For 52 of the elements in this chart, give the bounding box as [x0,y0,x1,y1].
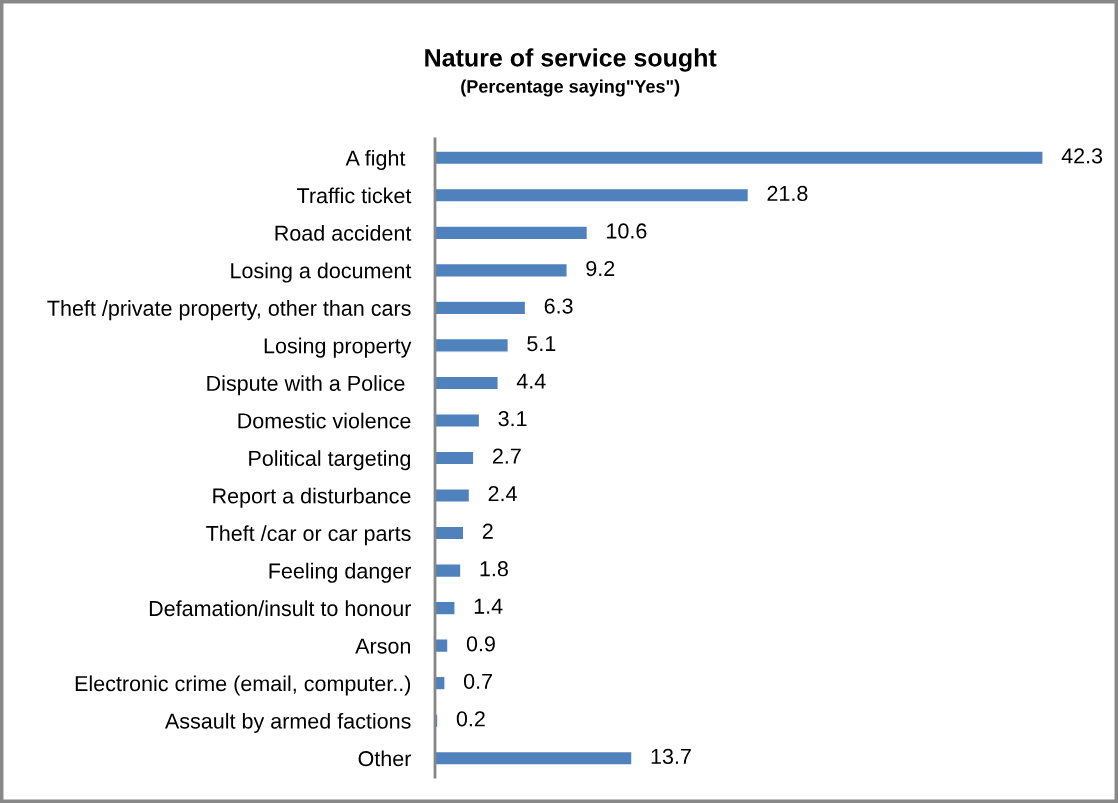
chart-subtitle: (Percentage saying"Yes") [461,79,680,97]
y-tick-label: Political targeting [249,450,411,471]
bar [435,563,462,579]
data-label: 3.1 [498,411,527,427]
y-tick-label: Other [358,750,412,767]
bar [435,600,456,616]
data-label: 21.8 [767,185,808,202]
data-label: 0.9 [466,636,495,652]
y-tick-label: Losing property [264,337,412,358]
y-tick-label: Electronic crime (email, computer..) [75,675,411,696]
y-tick-label: Arson [355,638,410,654]
bar [435,675,446,691]
y-tick-label: Losing a document [231,262,412,283]
data-label: 5.1 [527,336,556,352]
data-label: 2.7 [492,448,521,464]
y-tick-label: Feeling danger [269,562,412,583]
data-label: 1.8 [480,561,508,577]
data-label: 4.4 [516,373,546,389]
y-tick-label: Theft /car or car parts [206,525,411,546]
y-tick-label: Dispute with a Police [207,375,405,396]
y-tick-label: Defamation/insult to honour [149,600,412,617]
data-label: 6.3 [544,298,573,314]
chart-title: Nature of service sought [425,48,717,72]
bar [435,413,481,428]
y-tick-label: Assault by armed factions [164,712,411,733]
bar [435,750,633,766]
data-label: 9.2 [586,260,615,277]
bar [435,450,475,466]
bar [435,187,750,203]
data-label: 2 [482,523,493,539]
bar [435,337,510,353]
bar [435,225,589,241]
data-label: 0.2 [456,711,485,727]
y-tick-label: Traffic ticket [297,187,412,204]
data-label: 1.4 [474,598,503,614]
bar [435,638,449,654]
y-tick-label: Road accident [275,225,412,241]
y-tick-label: Theft /private property, other than cars [47,300,411,321]
data-label: 0.7 [463,673,492,689]
bar [435,300,527,316]
data-label: 2.4 [488,486,517,502]
data-label: 13.7 [651,748,691,765]
bar [435,525,465,541]
y-tick-label: A fight [345,149,406,171]
bar [435,262,568,278]
data-label: 42.3 [1061,148,1103,164]
y-tick-label: Domestic violence [238,412,411,429]
bar [435,150,1044,166]
bar [435,488,471,503]
data-label: 10.6 [607,223,647,239]
bar [435,375,499,391]
y-tick-label: Report a disturbance [213,487,411,508]
